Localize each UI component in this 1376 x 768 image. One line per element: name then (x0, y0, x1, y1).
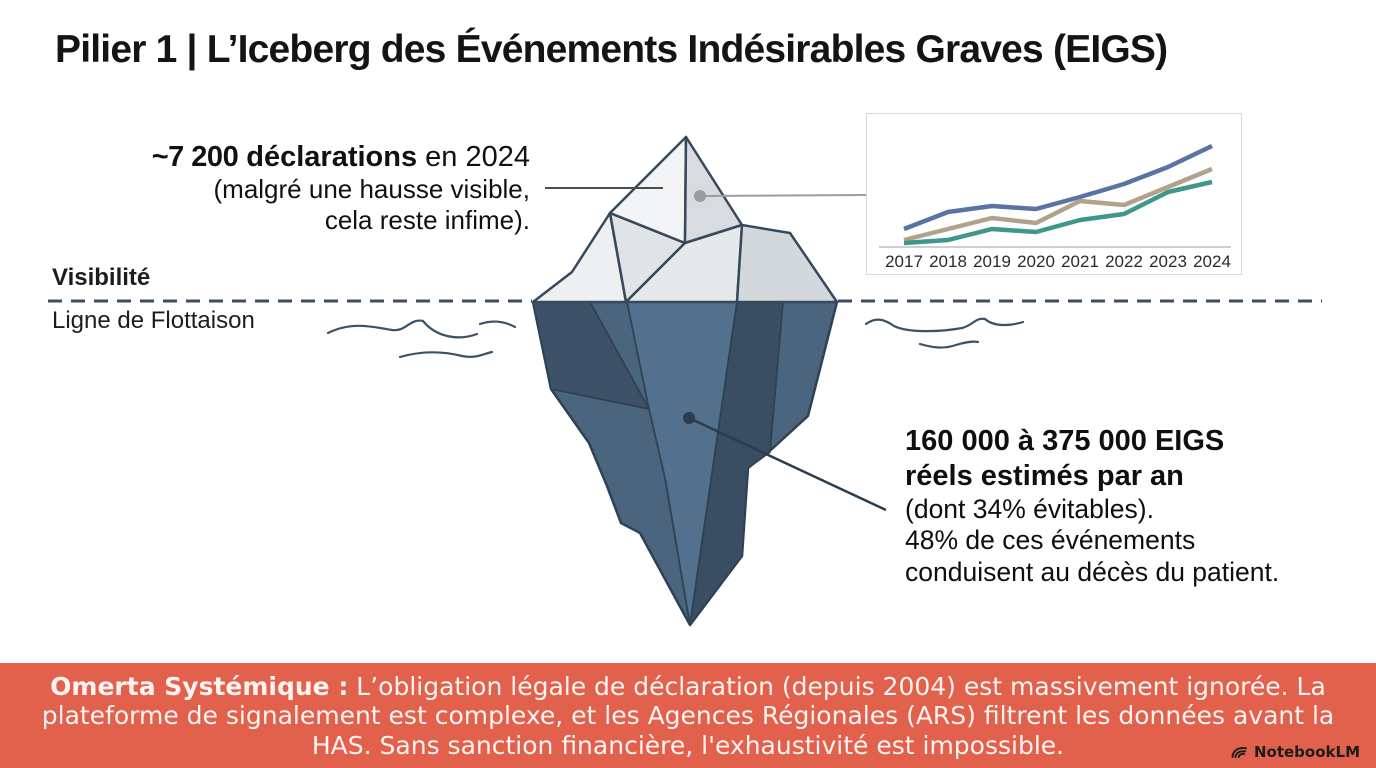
chart-connector-line (699, 194, 867, 197)
chart-x-label: 2024 (1193, 252, 1231, 271)
banner-line3: HAS. Sans sanction financière, l'exhaust… (311, 730, 1065, 760)
left-annotation-line1: ~7 200 déclarations en 2024 (151, 141, 530, 173)
left-annotation: ~7 200 déclarations en 2024 (malgré une … (152, 140, 530, 236)
branding-label: NotebookLM (1253, 743, 1360, 761)
flotation-line-label: Ligne de Flottaison (52, 307, 255, 334)
right-annotation: 160 000 à 375 000 EIGS réels estimés par… (905, 424, 1279, 588)
trend-line-blue (903, 143, 1213, 232)
banner-lead: Omerta Systémique : (50, 672, 349, 701)
notebooklm-icon (1231, 746, 1247, 758)
chart-x-label: 2019 (973, 252, 1011, 271)
declaration-count: ~7 200 (151, 141, 239, 173)
wave-line (398, 350, 494, 359)
trend-chart-panel: 2017 2018 2019 2020 2021 2022 2023 2024 (866, 113, 1242, 275)
trend-line-teal (903, 179, 1213, 246)
right-annotation-line1: 160 000 à 375 000 EIGS (905, 425, 1225, 457)
banner: Omerta Systémique : L’obligation légale … (0, 663, 1376, 768)
chart-x-label: 2021 (1061, 252, 1099, 271)
right-annotation-leader-line (688, 416, 887, 512)
right-annotation-line3: (dont 34% évitables). (905, 493, 1154, 524)
right-annotation-dot (683, 412, 695, 424)
water-waves (326, 317, 1025, 359)
wave-line (864, 317, 1025, 333)
branding: NotebookLM (1230, 743, 1360, 761)
wave-line (918, 340, 980, 349)
right-annotation-line5: conduisent au décès du patient. (905, 556, 1280, 587)
chart-x-label: 2023 (1149, 252, 1187, 271)
chart-x-label: 2018 (929, 252, 967, 271)
trend-line-tan (903, 166, 1213, 243)
wave-line (478, 320, 517, 329)
right-annotation-line4: 48% de ces événements (905, 525, 1196, 556)
banner-line1: Omerta Systémique : L’obligation légale … (50, 672, 1326, 701)
iceberg-below-water (531, 300, 839, 627)
visibility-label: Visibilité (52, 264, 151, 291)
left-annotation-line2: (malgré une hausse visible, (213, 174, 531, 205)
chart-x-label: 2022 (1105, 252, 1143, 271)
banner-line2: plateforme de signalement est complexe, … (41, 701, 1335, 731)
iceberg-facet (735, 223, 839, 304)
page-title: Pilier 1 | L’Iceberg des Événements Indé… (55, 28, 1168, 71)
wave-line (326, 319, 479, 339)
chart-x-label: 2017 (885, 252, 923, 271)
chart-connector-dot (694, 190, 706, 202)
trend-chart (879, 143, 1231, 248)
right-annotation-line2: réels estimés par an (905, 459, 1184, 492)
left-annotation-line3: cela reste infime). (324, 204, 530, 235)
iceberg-above-water (531, 135, 839, 304)
chart-x-label: 2020 (1017, 252, 1055, 271)
